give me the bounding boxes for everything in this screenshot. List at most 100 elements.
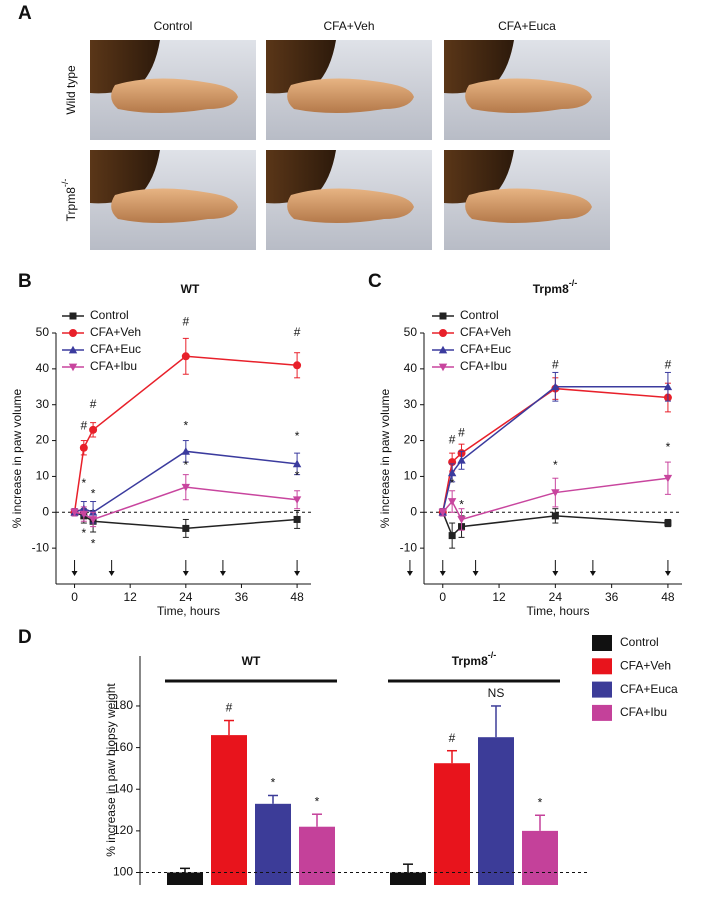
y-tick-label: 20 [36, 433, 50, 447]
legend-label: CFA+Veh [620, 658, 671, 672]
annotation: * [295, 469, 300, 483]
marker [68, 363, 78, 372]
legend-label: Control [90, 308, 129, 322]
y-axis-label: % increase in paw volume [378, 388, 392, 528]
dosing-arrow [589, 560, 596, 576]
annotation: * [271, 776, 276, 790]
bar [211, 735, 247, 885]
annotation: # [552, 357, 559, 371]
chart-title: WT [181, 282, 200, 296]
annotation: # [458, 426, 465, 440]
marker [293, 361, 302, 370]
panel-label: C [368, 271, 382, 292]
legend-label: Control [460, 308, 499, 322]
photo [266, 40, 432, 140]
annotation: * [81, 526, 86, 540]
bar [167, 872, 203, 885]
marker [438, 345, 448, 354]
column-header: Control [154, 19, 193, 33]
legend-label: CFA+Ibu [460, 359, 507, 373]
legend-label: CFA+Ibu [620, 705, 667, 719]
y-tick-label: 180 [113, 698, 133, 712]
marker [663, 474, 673, 483]
photo [90, 150, 256, 250]
dosing-arrow [182, 560, 189, 576]
x-tick-label: 0 [71, 590, 78, 604]
row-label: Wild type [64, 65, 78, 115]
annotation: * [450, 476, 455, 490]
marker [79, 510, 89, 519]
marker [448, 532, 456, 540]
y-tick-label: 40 [404, 361, 418, 375]
marker [69, 312, 77, 320]
marker [439, 329, 447, 337]
y-tick-label: 160 [113, 740, 133, 754]
annotation: # [90, 397, 97, 411]
chart-title: Trpm8-/- [533, 278, 578, 296]
marker [89, 425, 98, 434]
photo [444, 150, 610, 250]
dosing-arrow [552, 560, 559, 576]
annotation: * [183, 458, 188, 472]
annotation: # [80, 418, 87, 432]
annotation: * [183, 418, 188, 432]
x-tick-label: 48 [661, 590, 675, 604]
legend-swatch [592, 658, 612, 675]
y-axis-label: % increase in paw volume [10, 388, 24, 528]
marker [664, 519, 672, 527]
annotation: * [295, 429, 300, 443]
dosing-arrow [294, 560, 301, 576]
paw [111, 188, 238, 223]
y-axis-label: % increase in paw biopsy weight [104, 683, 118, 857]
marker [457, 516, 466, 524]
annotation: * [538, 795, 543, 809]
y-tick-label: 20 [404, 433, 418, 447]
photo [266, 150, 432, 250]
dosing-arrow [439, 560, 446, 576]
y-tick-label: 10 [36, 469, 50, 483]
dosing-arrow [71, 560, 78, 576]
x-tick-label: 36 [235, 590, 249, 604]
y-tick-label: 140 [113, 781, 133, 795]
arrow-head [552, 571, 559, 576]
photo [444, 40, 610, 140]
dosing-arrow [472, 560, 479, 576]
legend-swatch [592, 704, 612, 721]
y-tick-label: 120 [113, 823, 133, 837]
marker [551, 489, 560, 497]
marker [68, 345, 78, 354]
y-tick-label: 0 [42, 504, 49, 518]
bar [478, 737, 514, 885]
arrow-head [294, 571, 301, 576]
dosing-arrow [219, 560, 226, 576]
dosing-arrow [108, 560, 115, 576]
x-tick-label: 12 [492, 590, 506, 604]
photo [90, 40, 256, 140]
group-label: WT [242, 654, 261, 668]
x-tick-label: 24 [179, 590, 193, 604]
annotation: # [226, 701, 233, 715]
arrow-head [589, 571, 596, 576]
annotation: # [182, 314, 189, 328]
x-tick-label: 48 [290, 590, 304, 604]
legend-label: Control [620, 635, 659, 649]
arrow-head [406, 571, 413, 576]
legend-label: CFA+Veh [460, 325, 511, 339]
bar [390, 872, 426, 885]
paw [465, 78, 592, 113]
column-header: CFA+Euca [498, 19, 556, 33]
panel-label: A [18, 3, 32, 24]
annotation: * [553, 458, 558, 472]
paw [287, 188, 414, 223]
legend-label: CFA+Euc [90, 342, 141, 356]
marker [447, 498, 457, 506]
y-tick-label: 30 [36, 397, 50, 411]
row-label: Trpm8-/- [60, 179, 78, 222]
paw [465, 188, 592, 223]
bar [255, 803, 291, 885]
y-tick-label: 30 [404, 397, 418, 411]
x-axis-label: Time, hours [527, 604, 590, 618]
group-label: Trpm8-/- [452, 650, 497, 668]
paw [111, 78, 238, 113]
